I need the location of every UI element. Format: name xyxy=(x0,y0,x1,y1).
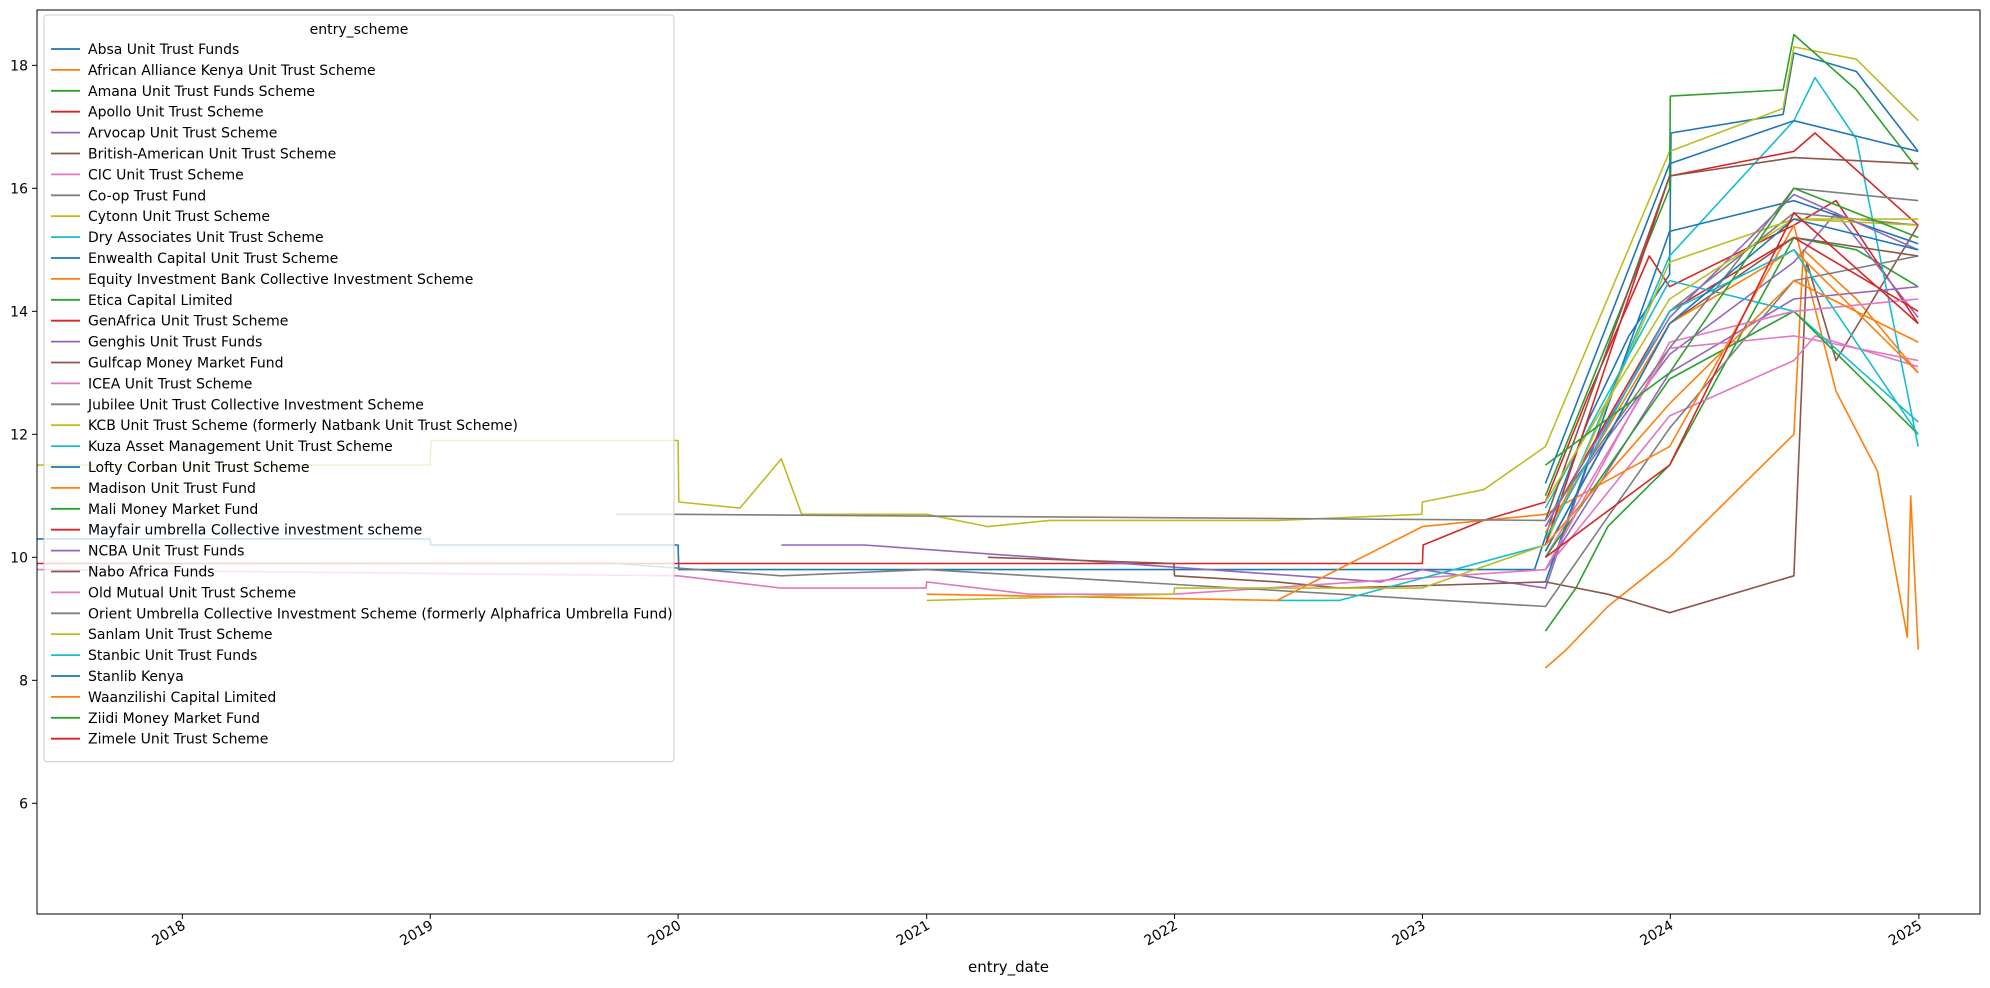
y-tick-label: 6 xyxy=(19,796,28,812)
x-tick-label: 2021 xyxy=(894,918,933,950)
legend-entry: Enwealth Capital Unit Trust Scheme xyxy=(88,251,338,267)
x-tick-label: 2020 xyxy=(645,918,684,950)
series-line-12 xyxy=(926,224,1919,650)
series-line-13 xyxy=(1544,33,1919,497)
series-line-34 xyxy=(1544,212,1919,558)
series-line-29 xyxy=(1544,218,1919,503)
x-tick-label: 2024 xyxy=(1637,918,1676,950)
legend-entry: African Alliance Kenya Unit Trust Scheme xyxy=(88,63,376,79)
legend-entry: Cytonn Unit Trust Scheme xyxy=(88,209,270,225)
x-tick-label: 2023 xyxy=(1390,918,1429,950)
series-line-31 xyxy=(1544,218,1919,552)
legend-entry: Kuza Asset Management Unit Trust Scheme xyxy=(88,439,393,455)
legend-entry: Mayfair umbrella Collective investment s… xyxy=(88,523,422,539)
x-tick-label: 2019 xyxy=(397,918,436,950)
legend-entry: Dry Associates Unit Trust Scheme xyxy=(88,230,324,246)
y-tick-label: 16 xyxy=(10,181,28,197)
series-line-21 xyxy=(1544,119,1919,484)
x-tick-label: 2022 xyxy=(1142,918,1181,950)
legend-entry: Mali Money Market Fund xyxy=(88,502,258,518)
series-line-25 xyxy=(1544,193,1919,528)
x-tick-label: 2018 xyxy=(149,918,188,950)
series-line-24 xyxy=(1544,132,1919,546)
series-line-19 xyxy=(926,218,1919,602)
legend-entry: Sanlam Unit Trust Scheme xyxy=(88,627,273,643)
y-axis: 6 8 10 12 14 16 18 xyxy=(10,58,37,812)
legend-entry: Arvocap Unit Trust Scheme xyxy=(88,126,277,142)
legend-entry: Lofty Corban Unit Trust Scheme xyxy=(88,460,310,476)
x-axis-label: entry_date xyxy=(968,958,1049,977)
series-line-8 xyxy=(615,255,1919,608)
series-line-23 xyxy=(1544,310,1919,558)
legend-entry: GenAfrica Unit Trust Scheme xyxy=(88,314,288,330)
legend-entry: Equity Investment Bank Collective Invest… xyxy=(88,272,473,288)
series-line-7 xyxy=(37,335,1919,595)
legend-entry: KCB Unit Trust Scheme (formerly Natbank … xyxy=(88,418,518,434)
legend-entry: Madison Unit Trust Fund xyxy=(88,481,256,497)
y-tick-label: 10 xyxy=(10,550,28,566)
legend-entry: British-American Unit Trust Scheme xyxy=(88,147,336,163)
x-axis: 2018 2019 2020 2021 2022 2023 2024 2025 xyxy=(149,914,1925,950)
legend-entry: ICEA Unit Trust Scheme xyxy=(88,376,252,392)
legend-entry: Gulfcap Money Market Fund xyxy=(88,356,284,372)
y-tick-label: 12 xyxy=(10,427,28,443)
series-line-10 xyxy=(1277,76,1919,602)
series-line-32 xyxy=(1544,279,1919,546)
y-tick-label: 18 xyxy=(10,58,28,74)
legend-entry: Ziidi Money Market Fund xyxy=(88,711,260,727)
legend-entry: Old Mutual Unit Trust Scheme xyxy=(88,585,296,601)
legend-entry: Amana Unit Trust Funds Scheme xyxy=(88,84,315,100)
legend-entry: Co-op Trust Fund xyxy=(88,188,206,204)
plot-frame xyxy=(36,9,1981,915)
series-line-27 xyxy=(1544,298,1919,570)
legend-title: entry_scheme xyxy=(310,22,409,38)
legend-entry: Jubilee Unit Trust Collective Investment… xyxy=(87,397,424,413)
legend-box xyxy=(43,14,675,763)
series-line-9 xyxy=(37,46,1919,528)
legend-entry: Genghis Unit Trust Funds xyxy=(88,335,262,351)
legend-entry: CIC Unit Trust Scheme xyxy=(88,167,244,183)
legend-entry: NCBA Unit Trust Funds xyxy=(88,544,244,560)
legend-entry: Apollo Unit Trust Scheme xyxy=(88,105,263,121)
legend-entry: Stanbic Unit Trust Funds xyxy=(88,648,257,664)
series-line-33 xyxy=(1544,187,1919,466)
series-line-6 xyxy=(987,224,1919,614)
y-tick-label: 8 xyxy=(19,673,28,689)
legend-entry: Waanzilishi Capital Limited xyxy=(88,690,276,706)
series-line-20 xyxy=(1544,279,1919,509)
series-line-2 xyxy=(1544,249,1919,669)
series-line-11 xyxy=(1544,199,1919,583)
legend-entry: Etica Capital Limited xyxy=(88,293,233,309)
series-line-15 xyxy=(1544,285,1919,571)
series-line-28 xyxy=(615,187,1919,522)
legend-entry: Orient Umbrella Collective Investment Sc… xyxy=(88,606,673,622)
y-tick-label: 14 xyxy=(10,304,28,320)
legend-entry: Stanlib Kenya xyxy=(88,669,184,685)
series-line-26 xyxy=(1544,156,1919,521)
x-tick-label: 2025 xyxy=(1886,918,1925,950)
series-line-18 xyxy=(1544,212,1919,540)
legend: entry_scheme Absa Unit Trust Funds African… xyxy=(43,14,675,763)
legend-entry: Zimele Unit Trust Scheme xyxy=(88,732,268,748)
legend-entry: Nabo Africa Funds xyxy=(88,565,215,581)
legend-entry: Absa Unit Trust Funds xyxy=(88,42,239,58)
